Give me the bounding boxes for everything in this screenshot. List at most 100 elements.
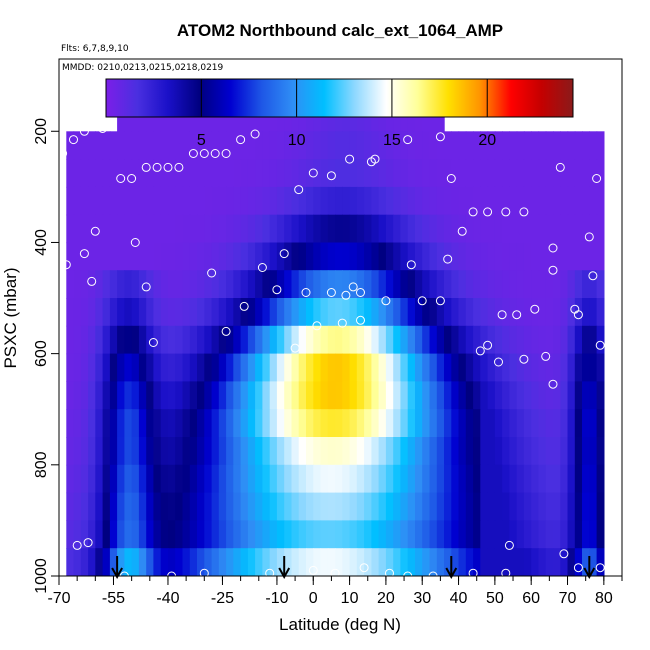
heatmap-cell [298,186,307,216]
heatmap-cell [371,298,380,327]
sample-point [265,568,275,576]
heatmap-cell [465,325,474,355]
heatmap-cell [538,159,547,188]
heatmap-cell [95,270,104,299]
heatmap-cell [247,242,256,271]
heatmap-cell [335,214,343,244]
heatmap-cell [146,242,155,271]
heatmap-cell [298,131,307,160]
heatmap-cell [284,103,293,132]
heatmap-cell [429,298,438,327]
heatmap-cell [560,381,569,410]
heatmap-cell [451,325,460,355]
heatmap-cell [138,520,147,549]
heatmap-cell [487,186,496,216]
heatmap-cell [516,353,525,382]
heatmap-cell [596,159,605,188]
heatmap-cell [385,242,394,271]
heatmap-cell [378,520,387,549]
heatmap-cell [320,298,329,327]
sample-point [257,263,267,272]
heatmap-cell [218,159,227,188]
heatmap-cell [204,325,213,355]
heatmap-cell [364,131,372,160]
heatmap-cell [509,520,518,549]
heatmap-cell [218,520,227,549]
heatmap-cell [400,214,409,244]
heatmap-cell [589,159,598,188]
heatmap-cell [415,159,423,188]
heatmap-cell [197,186,205,216]
heatmap-cell [589,270,598,299]
heatmap-cell [596,464,605,494]
heatmap-cell [247,409,256,438]
heatmap-cell [88,270,96,299]
colorbar-bar [105,78,574,118]
heatmap-cell [538,353,547,382]
heatmap-cell [320,131,329,160]
heatmap-cell [385,270,394,299]
heatmap-cell [298,353,307,382]
sample-point [127,174,137,183]
heatmap-cell [80,409,89,438]
heatmap-cell [269,520,278,549]
sample-point [548,265,558,275]
heatmap-cell [291,159,300,188]
heatmap-cell [73,381,82,410]
heatmap-cell [320,242,329,271]
sample-point [428,571,438,576]
heatmap-cell [378,131,387,160]
heatmap-cell [284,298,293,327]
heatmap-cell [313,464,322,494]
heatmap-cell [306,381,314,410]
heatmap-cell [298,548,307,576]
heatmap-cell [444,159,452,188]
sample-point [595,340,605,350]
heatmap-cell [320,214,329,244]
chart-title: ATOM2 Northbound calc_ext_1064_AMP [177,21,503,40]
heatmap-cell [197,298,205,327]
y-tick-label: 200 [33,118,50,145]
heatmap-cell [451,270,460,299]
heatmap-cell [349,492,358,521]
heatmap-cell [364,103,372,132]
heatmap-cell [502,214,510,244]
heatmap-cell [138,298,147,327]
heatmap-cell [480,298,489,327]
heatmap-cell [494,242,503,271]
heatmap-cell [168,381,176,410]
heatmap-cell [371,409,380,438]
heatmap-cell [146,103,155,132]
sample-point [130,238,140,247]
heatmap-cell [538,186,547,216]
heatmap-cell [298,520,307,549]
heatmap-cell [80,548,89,576]
heatmap-cell [306,214,314,244]
heatmap-cell [247,131,256,160]
heatmap-cell [240,270,249,299]
heatmap-cell [567,437,576,466]
heatmap-cell [175,159,184,188]
heatmap-cell [567,325,576,355]
heatmap-cell [451,548,460,576]
heatmap-cell [276,464,285,494]
heatmap-cell [385,409,394,438]
sample-point [497,310,507,320]
heatmap-cell [204,214,213,244]
heatmap-cell [553,520,561,549]
heatmap-cell [560,520,569,549]
heatmap-cell [531,492,540,521]
heatmap-cell [131,492,140,521]
heatmap-cell [124,520,133,549]
heatmap-cell [175,353,184,382]
heatmap-cell [596,381,605,410]
heatmap-cell [422,548,431,576]
heatmap-cell [189,103,198,132]
heatmap-cell [233,325,242,355]
heatmap-cell [458,298,467,327]
heatmap-cell [226,353,234,382]
heatmap-cell [356,492,365,521]
heatmap-cell [422,353,431,382]
x-tick-label: 0 [309,590,318,607]
sample-point [83,538,93,548]
